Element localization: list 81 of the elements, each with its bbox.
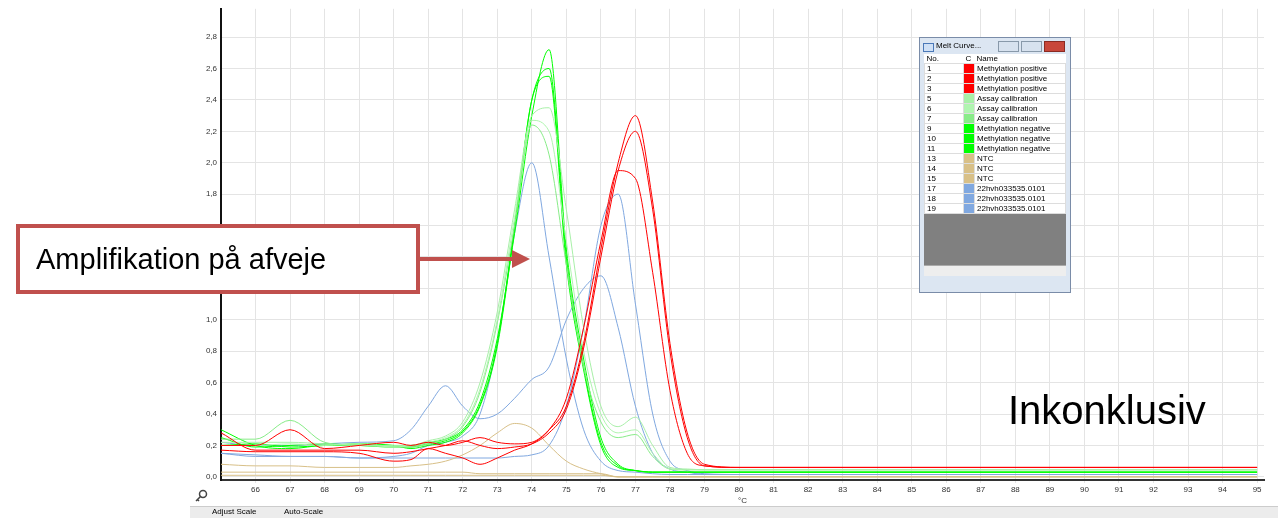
y-tick-label: 0,0 <box>205 472 218 482</box>
x-tick-label: 72 <box>458 485 468 494</box>
annotation: C <box>964 54 973 64</box>
x-tick-label: 80 <box>734 485 745 494</box>
x-tick-label: 84 <box>872 485 883 494</box>
x-tick-label: 76 <box>596 485 606 494</box>
y-tick-label: 2,6 <box>205 63 218 73</box>
x-tick-label: 70 <box>389 485 399 494</box>
text: Auto-Scale <box>284 507 324 516</box>
y-tick-label: 0,8 <box>205 346 218 356</box>
legend-label: Methylation negative <box>974 143 1066 154</box>
y-tick-label: 2,8 <box>205 32 218 42</box>
legend-label: Methylation negative <box>974 133 1066 144</box>
legend-title: Melt Curve... <box>935 40 983 52</box>
annotation: 5 <box>924 93 964 104</box>
x-tick-label: 86 <box>941 485 952 494</box>
annotation: 18 <box>924 193 964 204</box>
x-tick-label: 77 <box>630 485 641 494</box>
y-tick-label: 2,2 <box>205 126 218 136</box>
x-tick-label: 68 <box>320 485 330 494</box>
legend-label: Methylation positive <box>974 83 1066 94</box>
x-tick-label: 88 <box>1010 485 1021 494</box>
annotation: 3 <box>924 83 964 94</box>
legend-label: Methylation positive <box>974 63 1066 74</box>
legend-label: NTC <box>974 153 1066 164</box>
x-tick-label: 89 <box>1045 485 1055 494</box>
x-tick-label: 82 <box>803 485 814 494</box>
x-tick-label: 67 <box>285 485 296 494</box>
annotation: Name <box>975 54 999 64</box>
y-tick-label: 2,0 <box>205 157 218 167</box>
x-tick-label: 83 <box>838 485 848 494</box>
x-tick-label: 90 <box>1079 485 1090 494</box>
annotation: Inkonklusiv <box>1008 388 1206 433</box>
annotation: 10 <box>924 133 964 144</box>
annotation: 9 <box>924 123 964 134</box>
y-tick-label: 0,6 <box>205 377 218 387</box>
annotation: Amplifikation på afveje <box>36 242 327 277</box>
x-tick-label: 69 <box>354 485 365 494</box>
legend-label: 22hvh033535.0101 <box>974 183 1066 194</box>
legend-label: Assay calibration <box>974 113 1066 124</box>
annotation: 15 <box>924 173 964 184</box>
legend-label: NTC <box>974 163 1066 174</box>
y-tick-label: 2,4 <box>205 95 218 105</box>
annotation: No. <box>925 54 940 64</box>
annotation: 2 <box>924 73 964 84</box>
text: Adjust Scale <box>212 507 257 516</box>
x-tick-label: 91 <box>1114 485 1124 494</box>
legend-label: 22hvh033535.0101 <box>974 203 1066 214</box>
x-axis-title: °C <box>738 496 748 506</box>
legend-label: NTC <box>974 173 1066 184</box>
annotation: 7 <box>924 113 964 124</box>
x-tick-label: 93 <box>1183 485 1194 494</box>
y-tick-label: 1,0 <box>205 315 218 324</box>
x-tick-label: 79 <box>700 485 710 494</box>
y-tick-label: 0,4 <box>205 409 218 419</box>
legend-label: Methylation negative <box>974 123 1066 134</box>
legend-label: Methylation positive <box>974 73 1066 84</box>
x-tick-label: 71 <box>423 485 434 494</box>
annotation: 11 <box>924 143 964 154</box>
y-tick-label: 0,2 <box>205 440 218 450</box>
legend-label: Assay calibration <box>974 93 1066 104</box>
x-tick-label: 73 <box>492 485 503 494</box>
annotation: 17 <box>924 183 964 194</box>
x-tick-label: 75 <box>561 485 572 494</box>
annotation: 6 <box>924 103 964 114</box>
x-tick-label: 94 <box>1218 485 1228 494</box>
annotation: 13 <box>924 153 964 164</box>
x-tick-label: 74 <box>527 485 537 494</box>
annotation: 19 <box>924 203 964 214</box>
x-tick-label: 87 <box>976 485 986 494</box>
legend-label: 22hvh033535.0101 <box>974 193 1066 204</box>
annotation: 1 <box>924 63 964 74</box>
x-tick-label: 95 <box>1252 485 1263 494</box>
x-tick-label: 92 <box>1149 485 1159 494</box>
annotation: 14 <box>924 163 964 174</box>
x-tick-label: 78 <box>665 485 675 494</box>
x-tick-label: 66 <box>251 485 261 494</box>
y-tick-label: 1,8 <box>205 189 218 199</box>
x-tick-label: 81 <box>769 485 779 494</box>
legend-label: Assay calibration <box>974 103 1066 114</box>
x-tick-label: 85 <box>907 485 917 494</box>
